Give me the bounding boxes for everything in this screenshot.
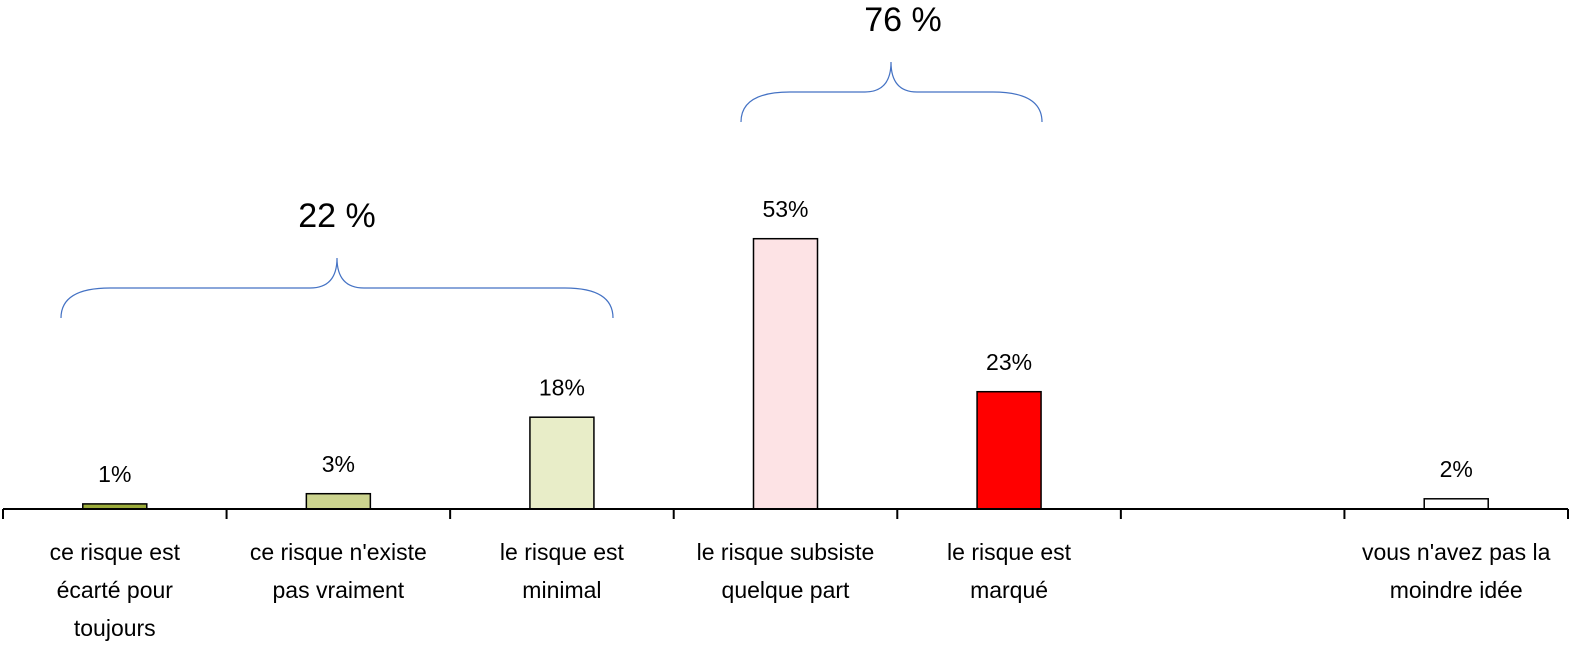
value-label: 2% [1440, 456, 1473, 482]
bar [752, 237, 819, 510]
value-label: 23% [986, 349, 1032, 375]
x-tick-label: ce risque n'existe pas vraiment [249, 539, 427, 603]
value-label: 3% [322, 451, 355, 477]
x-tick-label: le risque est marqué [947, 539, 1072, 603]
value-label: 18% [539, 374, 585, 400]
bar [1423, 498, 1489, 510]
annotation: 22 % [298, 197, 376, 235]
annotation: 76 % [864, 1, 942, 39]
x-tick-label: ce risque est écarté pour toujours [49, 539, 180, 641]
bar [529, 416, 595, 510]
bar [976, 390, 1042, 510]
x-tick-label: le risque est minimal [499, 539, 624, 603]
brace [740, 61, 1043, 123]
value-label: 1% [98, 461, 131, 487]
x-tick-label: vous n'avez pas la moindre idée [1361, 539, 1551, 603]
x-tick-label: le risque subsiste quelque part [696, 539, 875, 603]
brace [60, 257, 614, 319]
value-label: 53% [762, 196, 808, 222]
bar [305, 492, 372, 510]
